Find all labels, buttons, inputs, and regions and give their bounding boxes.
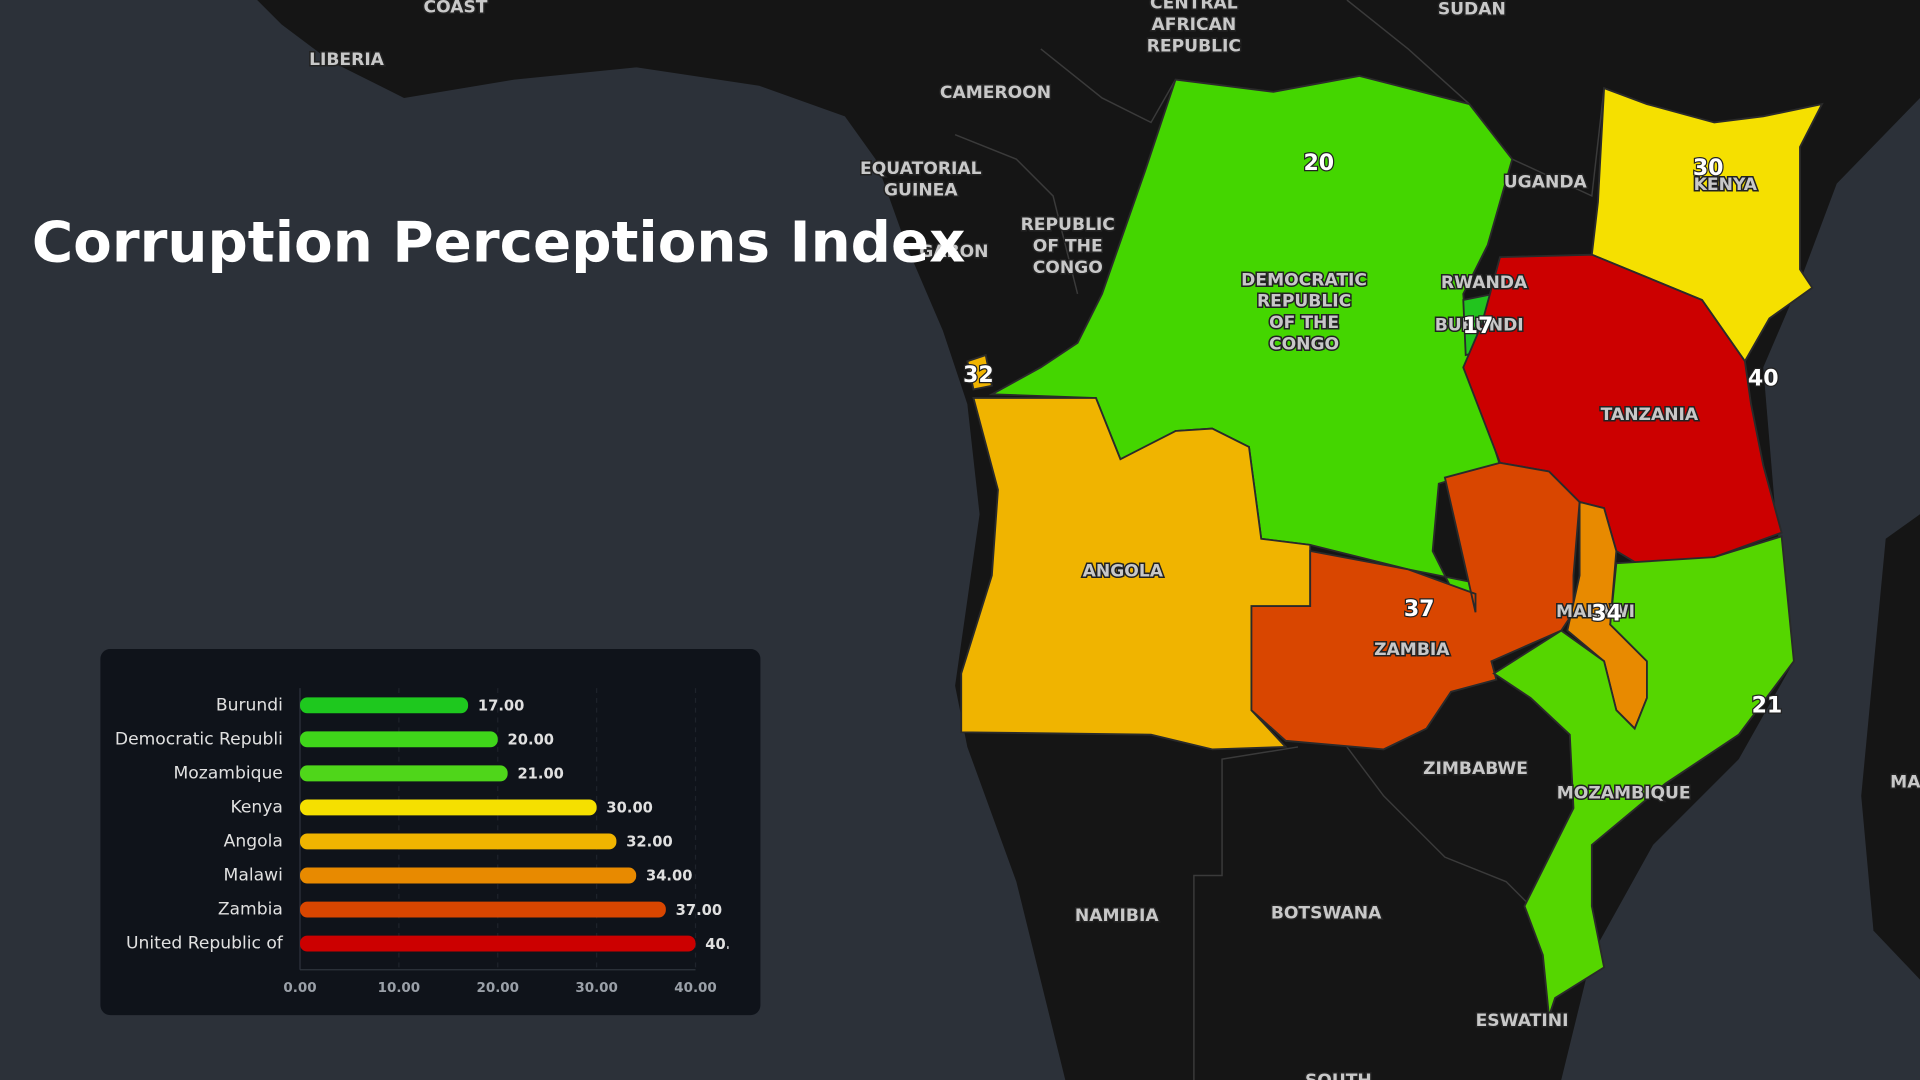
country-label: LIBERIA (309, 50, 385, 70)
value-label: 20.00 (508, 732, 554, 749)
country-label: REPUBLIC OF THE CONGO (1021, 215, 1115, 278)
bar (300, 731, 498, 748)
land (1861, 514, 1920, 980)
region-value-label: 20 (1303, 151, 1334, 176)
country-label: COAST (424, 0, 488, 17)
country-label: SUDAN (1438, 0, 1506, 20)
country-label: KENYA (1694, 175, 1758, 195)
country-label: NAMIBIA (1075, 906, 1159, 926)
country-label: ESWATINI (1476, 1011, 1569, 1031)
value-label: 17.00 (478, 698, 524, 715)
country-label: ZAMBIA (1374, 640, 1450, 660)
value-label: 30.00 (606, 800, 652, 817)
value-label: 21.00 (517, 766, 563, 783)
country-label: CENTRAL AFRICAN REPUBLIC (1147, 0, 1241, 56)
country-label: EQUATORIAL GUINEA (860, 159, 982, 200)
bar-chart: 0.00 10.00 20.00 30.00 40.00 Burundi 17.00 Demo… (115, 688, 751, 996)
category-label: Mozambique (174, 763, 283, 783)
x-tick-label: 30.00 (575, 981, 618, 996)
region-value-label: 34 (1591, 602, 1622, 627)
category-label: Democratic Republi (115, 729, 283, 749)
bar (300, 799, 597, 816)
title: Corruption Perceptions Index (32, 211, 966, 276)
bar (300, 833, 617, 850)
value-label: 40.00 (705, 936, 751, 953)
category-label: Zambia (218, 900, 283, 920)
x-tick-label: 0.00 (283, 981, 316, 996)
region-value-label: 32 (963, 363, 994, 388)
bar (300, 867, 637, 884)
country-label: BOTSWANA (1271, 903, 1382, 923)
region-value-label: 17 (1463, 314, 1494, 339)
bar (300, 935, 696, 952)
category-label: United Republic of (126, 934, 284, 954)
region-value-label: 37 (1404, 597, 1435, 622)
bar (300, 901, 666, 918)
country-label: RWANDA (1441, 273, 1528, 293)
bar (300, 697, 469, 714)
chart-panel (100, 648, 761, 1016)
value-label: 34.00 (646, 868, 692, 885)
regions (960, 74, 1824, 1017)
country-label: GABON (919, 242, 988, 262)
x-tick-label: 20.00 (476, 981, 519, 996)
country-label: SOUTH (1305, 1071, 1372, 1080)
country-label: CAMEROON (940, 83, 1051, 103)
value-label: 37.00 (676, 902, 722, 919)
value-label: 32.00 (626, 834, 672, 851)
region-value-label: 40 (1748, 367, 1779, 392)
country-label: UGANDA (1504, 172, 1588, 192)
country-label: ZIMBABWE (1423, 759, 1528, 779)
map-labels: COAST LIBERIA CENTRAL AFRICAN REPUBLIC SUDAN C… (308, 0, 1920, 1080)
category-label: Burundi (216, 695, 283, 715)
country-label: ANGOLA (1083, 562, 1164, 582)
borders (954, 0, 1605, 1080)
country-label: BURUNDI (1435, 316, 1524, 336)
category-label: Malawi (224, 866, 283, 886)
country-label: TANZANIA (1601, 405, 1699, 425)
country-label: DEMOCRATIC REPUBLIC OF THE CONGO (1241, 270, 1367, 354)
region-value-label: 30 (1693, 156, 1724, 181)
country-label: MA (1890, 772, 1920, 792)
category-label: Angola (224, 831, 283, 851)
region-value-label: 21 (1752, 694, 1783, 719)
x-tick-label: 10.00 (378, 981, 421, 996)
category-label: Kenya (230, 797, 282, 817)
country-label: MOZAMBIQUE (1557, 783, 1691, 803)
country-region (1492, 535, 1795, 1017)
country-label: MALAWI (1556, 602, 1635, 622)
bar (300, 765, 508, 782)
x-tick-label: 40.00 (674, 981, 717, 996)
